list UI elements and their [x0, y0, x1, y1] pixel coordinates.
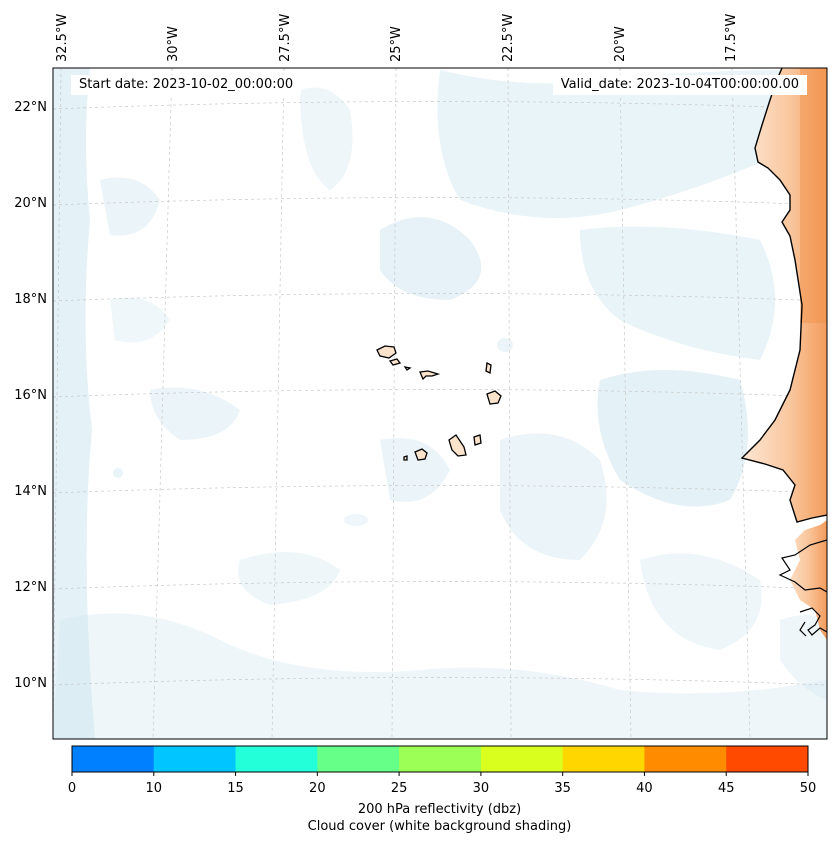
colorbar-tick-label: 50 [800, 781, 817, 796]
colorbar-swatch [726, 746, 809, 772]
colorbar-swatch [317, 746, 400, 772]
colorbar-tick-label: 15 [227, 781, 244, 796]
island-sao-vicente [388, 358, 402, 366]
colorbar-swatch [235, 746, 318, 772]
lon-label: 25°W [389, 26, 404, 62]
lon-label: 27.5°W [278, 14, 293, 62]
coastline [740, 68, 827, 523]
colorbar-tick-label: 40 [636, 781, 653, 796]
colorbar-swatch [644, 746, 727, 772]
colorbar-swatch [399, 746, 482, 772]
colorbar-swatch [562, 746, 645, 772]
colorbar: 0 10 15 20 25 30 35 40 45 50 [68, 745, 817, 796]
cape-verde-islands [376, 345, 502, 461]
colorbar-tick-label: 45 [718, 781, 735, 796]
colorbar-label: 200 hPa reflectivity (dbz) [357, 802, 522, 817]
lon-labels: 32.5°W 30°W 27.5°W 25°W 22.5°W 20°W 17.5… [55, 14, 739, 62]
lon-label: 22.5°W [501, 14, 516, 62]
island-sao-nicolau [419, 370, 441, 381]
colorbar-swatch [480, 746, 564, 772]
lat-label: 18°N [14, 292, 47, 307]
colorbar-tick-label: 35 [554, 781, 571, 796]
graticule [53, 68, 827, 739]
lon-label: 32.5°W [55, 14, 70, 62]
west-africa-land [782, 68, 827, 739]
colorbar-tick-label: 0 [68, 781, 76, 796]
colorbar-tick-label: 25 [391, 781, 408, 796]
valid-date-label: Valid_date: 2023-10-04T00:00:00.00 [552, 75, 807, 95]
colorbar-tick-label: 20 [309, 781, 326, 796]
cloud-cover-layer [53, 68, 827, 739]
island-santa-luzia [403, 366, 412, 371]
lon-label: 17.5°W [724, 14, 739, 62]
strong-land-band [800, 68, 827, 323]
west-africa-mainland [742, 68, 827, 522]
lat-labels: 22°N 20°N 18°N 16°N 14°N 12°N 10°N [14, 100, 47, 691]
lon-label: 20°W [613, 26, 628, 62]
lat-label: 22°N [14, 100, 47, 115]
lat-label: 12°N [14, 580, 47, 595]
island-sal [485, 362, 492, 374]
map-frame [52, 67, 828, 740]
lon-label: 30°W [166, 26, 181, 62]
island-brava [403, 455, 408, 461]
lat-label: 20°N [14, 196, 47, 211]
lat-label: 16°N [14, 388, 47, 403]
colorbar-swatch [72, 746, 155, 772]
colorbar-swatch [153, 746, 237, 772]
coastline-guinea [778, 539, 827, 637]
lat-label: 14°N [14, 484, 47, 499]
colorbar-sublabel: Cloud cover (white background shading) [307, 819, 572, 834]
island-santo-antao [376, 345, 397, 359]
island-santiago [448, 434, 467, 457]
lat-label: 10°N [14, 676, 47, 691]
colorbar-tick-label: 30 [473, 781, 490, 796]
island-maio [473, 434, 482, 446]
start-date-label: Start date: 2023-10-02_00:00:00 [71, 75, 302, 95]
island-boa-vista [486, 390, 502, 405]
colorbar-tick-label: 10 [146, 781, 163, 796]
island-fogo [414, 448, 428, 461]
